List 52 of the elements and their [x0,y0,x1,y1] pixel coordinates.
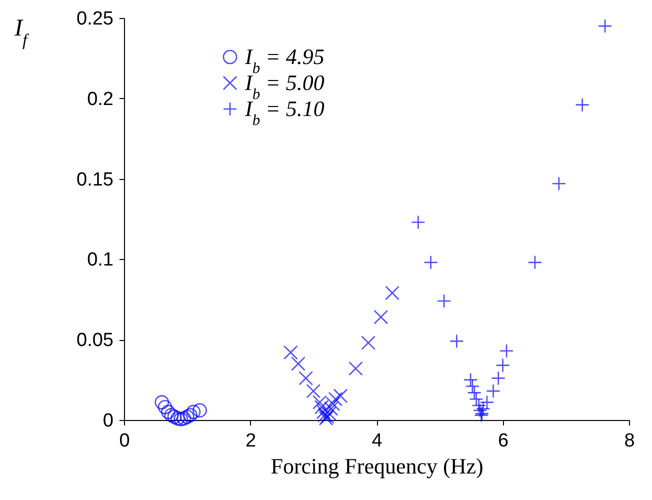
point [298,371,313,386]
point [183,408,198,422]
point [154,395,170,410]
point [328,392,343,406]
point [348,361,363,376]
point [291,356,306,371]
point [283,345,298,360]
y-axis-title: I$_{f}$ [14,16,30,49]
point [158,400,172,414]
point [192,403,207,418]
point [486,384,500,398]
point [499,344,514,358]
point [374,310,388,324]
point [314,400,329,414]
point [318,408,332,422]
point [167,410,182,424]
y-tick-label: 0.1 [87,250,114,271]
y-tick-label: 0.25 [76,8,114,30]
point [333,388,348,404]
x-tick-label: 8 [624,430,635,452]
point [170,411,185,426]
point [436,294,452,308]
point [180,410,194,424]
y-tick-label: 0.15 [76,169,114,190]
point [186,404,201,420]
point [552,176,566,191]
point [472,398,486,413]
point [480,395,494,410]
point [164,408,179,422]
point [322,406,336,421]
x-tick-label: 0 [119,430,130,452]
point [176,411,192,426]
y-tick-label: 0 [102,410,114,432]
point [306,384,321,398]
point [598,18,612,34]
point [361,336,376,350]
x-tick-label: 6 [498,430,509,452]
x-tick-label: 4 [372,430,383,452]
x-axis-title: Forcing Frequency (Hz) [270,454,484,478]
y-tick-label: 0.05 [76,330,114,352]
point [463,372,478,387]
point [324,402,338,416]
y-tick-label: 0.2 [87,88,114,110]
point [528,255,542,270]
point [316,404,331,420]
point [472,403,488,418]
point [161,404,176,420]
point [174,412,188,426]
x-tick-label: 2 [245,430,256,452]
point [465,379,480,394]
point [385,286,400,300]
point [424,255,438,270]
